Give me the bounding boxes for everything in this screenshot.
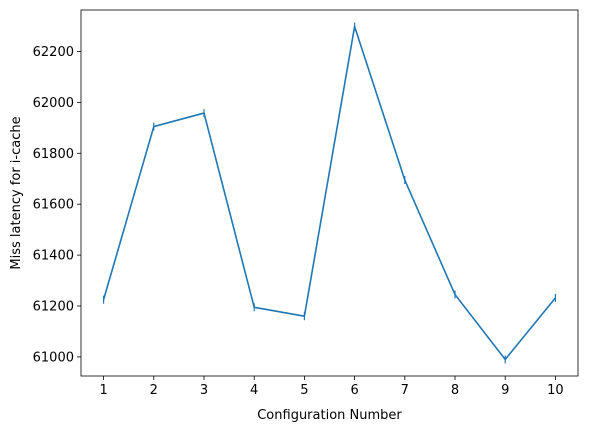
series-line-0 <box>102 25 557 361</box>
x-tick-label: 1 <box>99 383 107 398</box>
y-tick-label: 61400 <box>33 249 74 264</box>
x-tick-label: 3 <box>200 383 208 398</box>
y-tick-label: 61600 <box>33 198 74 213</box>
x-tick-label: 7 <box>401 383 409 398</box>
x-axis-label: Configuration Number <box>257 408 402 423</box>
x-tick-label: 10 <box>547 383 564 398</box>
x-tick-label: 4 <box>250 383 258 398</box>
x-tick-label: 8 <box>451 383 459 398</box>
x-tick-label: 6 <box>350 383 358 398</box>
y-axis-label: Miss latency for i-cache <box>9 116 24 269</box>
plot-frame <box>80 9 579 377</box>
y-tick-label: 61200 <box>33 300 74 315</box>
x-tick-label: 2 <box>150 383 158 398</box>
x-tick-label: 9 <box>501 383 509 398</box>
y-tick-label: 61800 <box>33 147 74 162</box>
y-tick-label: 62200 <box>33 45 74 60</box>
x-tick-label: 5 <box>300 383 308 398</box>
y-tick-label: 62000 <box>33 96 74 111</box>
y-tick-label: 61000 <box>33 350 74 365</box>
